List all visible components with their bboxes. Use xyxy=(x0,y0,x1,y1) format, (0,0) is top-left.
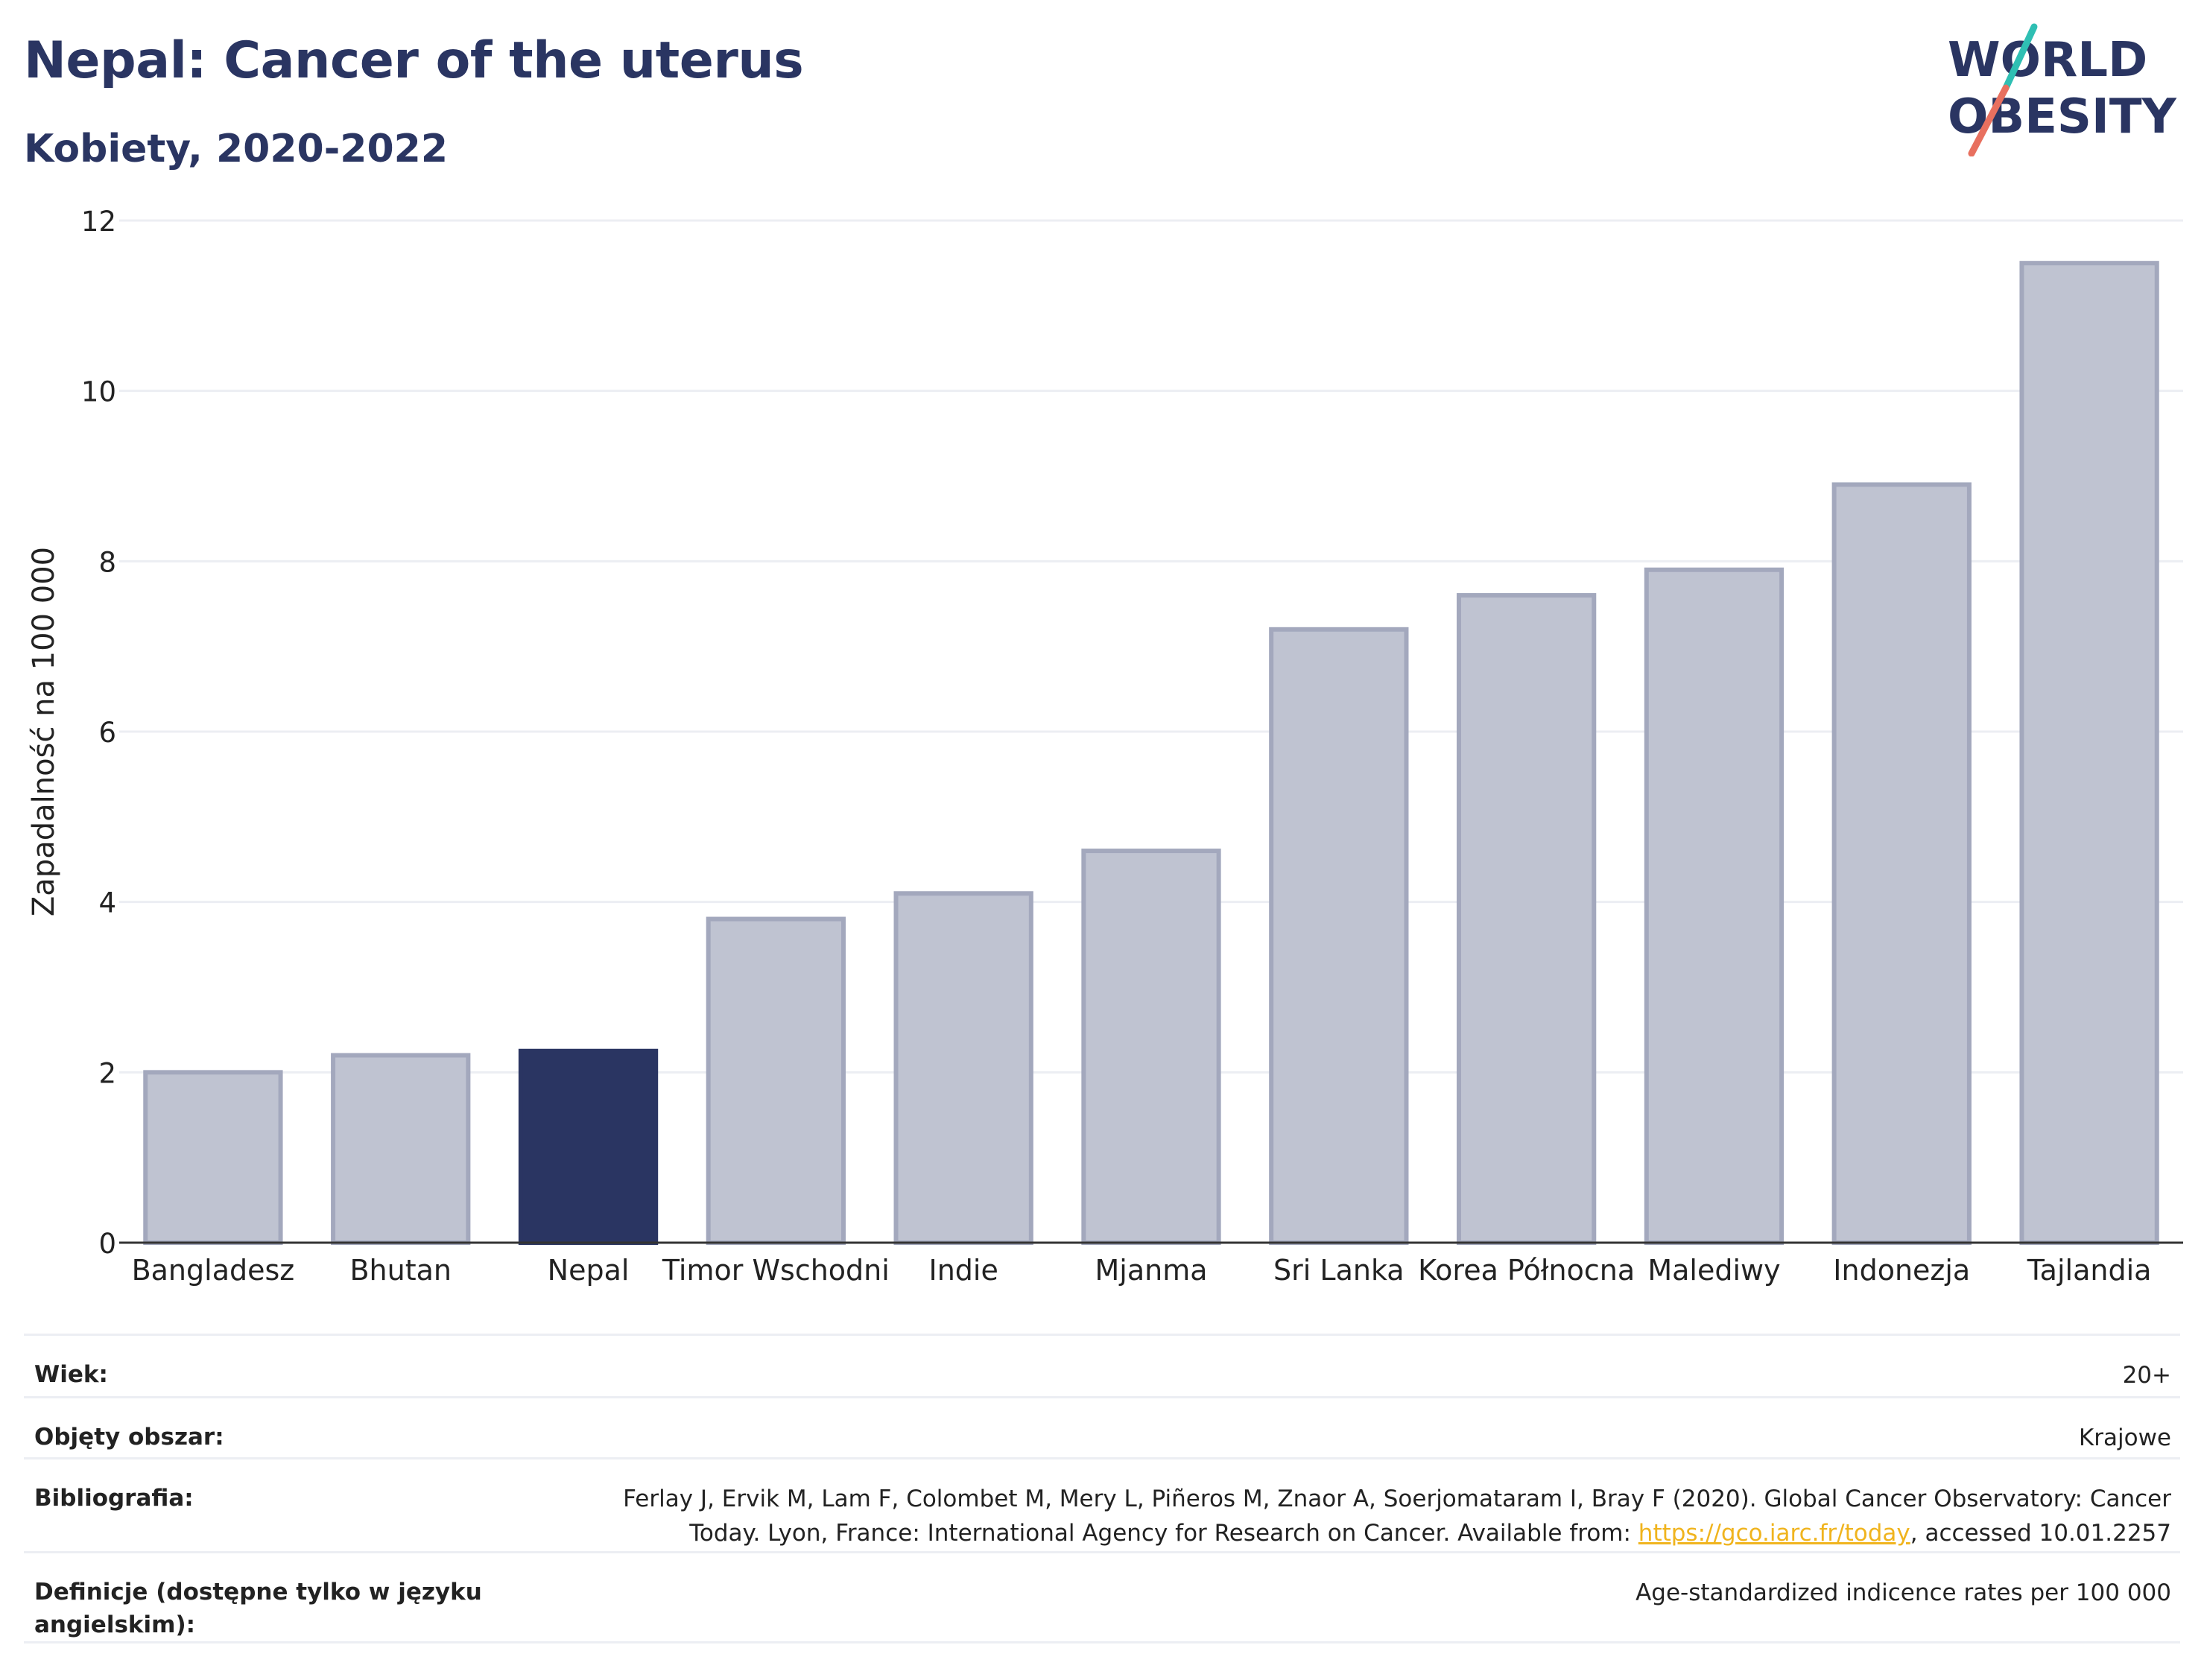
logo-word-world: WORLD xyxy=(1948,33,2147,88)
metadata-value: Krajowe xyxy=(2078,1424,2171,1451)
bar-bangladesz[interactable] xyxy=(143,1070,283,1246)
metadata-value: Age-standardized indicence rates per 100… xyxy=(1635,1579,2171,1606)
bibliography-link[interactable]: https://gco.iarc.fr/today xyxy=(1638,1520,1910,1547)
y-tick-label: 8 xyxy=(98,546,116,578)
x-tick-label: Sri Lanka xyxy=(1273,1254,1405,1287)
bar-nepal[interactable] xyxy=(518,1048,659,1245)
x-tick-label: Bangladesz xyxy=(132,1254,295,1287)
chart-title: Nepal: Cancer of the uterus xyxy=(24,31,804,90)
bar-indie[interactable] xyxy=(893,891,1033,1245)
metadata-label: Definicje (dostępne tylko w języku angie… xyxy=(34,1579,482,1638)
metadata-row-bibliography: Bibliografia: Ferlay J, Ervik M, Lam F, … xyxy=(24,1457,2180,1551)
bibliography-line2-pre: Today. Lyon, France: International Agenc… xyxy=(689,1520,1638,1547)
metadata-row-definitions: Definicje (dostępne tylko w języku angie… xyxy=(24,1551,2180,1643)
bar-malediwy[interactable] xyxy=(1644,567,1785,1245)
x-tick-label: Tajlandia xyxy=(2027,1254,2152,1287)
bibliography-line1: Ferlay J, Ervik M, Lam F, Colombet M, Me… xyxy=(623,1486,2171,1512)
x-tick-label: Malediwy xyxy=(1647,1254,1780,1287)
chart-subtitle: Kobiety, 2020-2022 xyxy=(24,127,449,171)
x-tick-label: Mjanma xyxy=(1095,1254,1207,1287)
bar-tajlandia[interactable] xyxy=(2019,261,2159,1246)
bar-sri-lanka[interactable] xyxy=(1269,627,1409,1245)
y-axis-ticks: 0 2 4 6 8 10 12 xyxy=(81,206,116,1260)
metadata-row-coverage: Objęty obszar: Krajowe xyxy=(24,1396,2180,1457)
x-tick-label: Timor Wschodni xyxy=(662,1254,890,1287)
bar-timor-wschodni[interactable] xyxy=(706,916,846,1245)
x-tick-label: Bhutan xyxy=(349,1254,452,1287)
bars xyxy=(143,261,2159,1246)
bar-korea-północna[interactable] xyxy=(1456,593,1597,1245)
logo-slash-teal xyxy=(2002,23,2038,92)
logo-word-obesity: OBESITY xyxy=(1948,89,2176,145)
world-obesity-logo[interactable]: WORLD OBESITY xyxy=(1937,22,2191,156)
y-axis-title: Zapadalność na 100 000 xyxy=(27,547,61,916)
y-tick-label: 12 xyxy=(81,206,116,238)
bar-mjanma[interactable] xyxy=(1081,849,1221,1245)
logo-slash-coral xyxy=(1968,84,2010,156)
x-axis-labels: Bangladesz Bhutan Nepal Timor Wschodni Indie… xyxy=(132,1254,2152,1287)
metadata-label: Wiek: xyxy=(34,1361,108,1388)
y-tick-label: 6 xyxy=(98,717,116,749)
bibliography-line2-post: , accessed 10.01.2257 xyxy=(1910,1520,2171,1547)
x-tick-label: Indonezja xyxy=(1833,1254,1970,1287)
metadata-value: Ferlay J, Ervik M, Lam F, Colombet M, Me… xyxy=(623,1482,2171,1550)
y-tick-label: 0 xyxy=(98,1228,116,1260)
metadata-value: 20+ xyxy=(2122,1362,2171,1389)
metadata-row-age: Wiek: 20+ xyxy=(24,1334,2180,1396)
bar-chart: 0 2 4 6 8 10 12 Bangladesz Bhutan Nepal Timor Wsc… xyxy=(27,206,2183,1287)
y-tick-label: 4 xyxy=(98,887,116,919)
metadata-label: Objęty obszar: xyxy=(34,1424,224,1451)
x-tick-label: Indie xyxy=(929,1254,998,1287)
x-tick-label: Korea Północna xyxy=(1418,1254,1635,1287)
x-tick-label: Nepal xyxy=(548,1254,630,1287)
metadata-table: Wiek: 20+ Objęty obszar: Krajowe Bibliog… xyxy=(24,1334,2180,1643)
bar-indonezja[interactable] xyxy=(1831,482,1972,1245)
bar-bhutan[interactable] xyxy=(331,1053,471,1246)
y-tick-label: 10 xyxy=(81,376,116,408)
y-tick-label: 2 xyxy=(98,1057,116,1089)
metadata-label: Bibliografia: xyxy=(34,1485,194,1512)
